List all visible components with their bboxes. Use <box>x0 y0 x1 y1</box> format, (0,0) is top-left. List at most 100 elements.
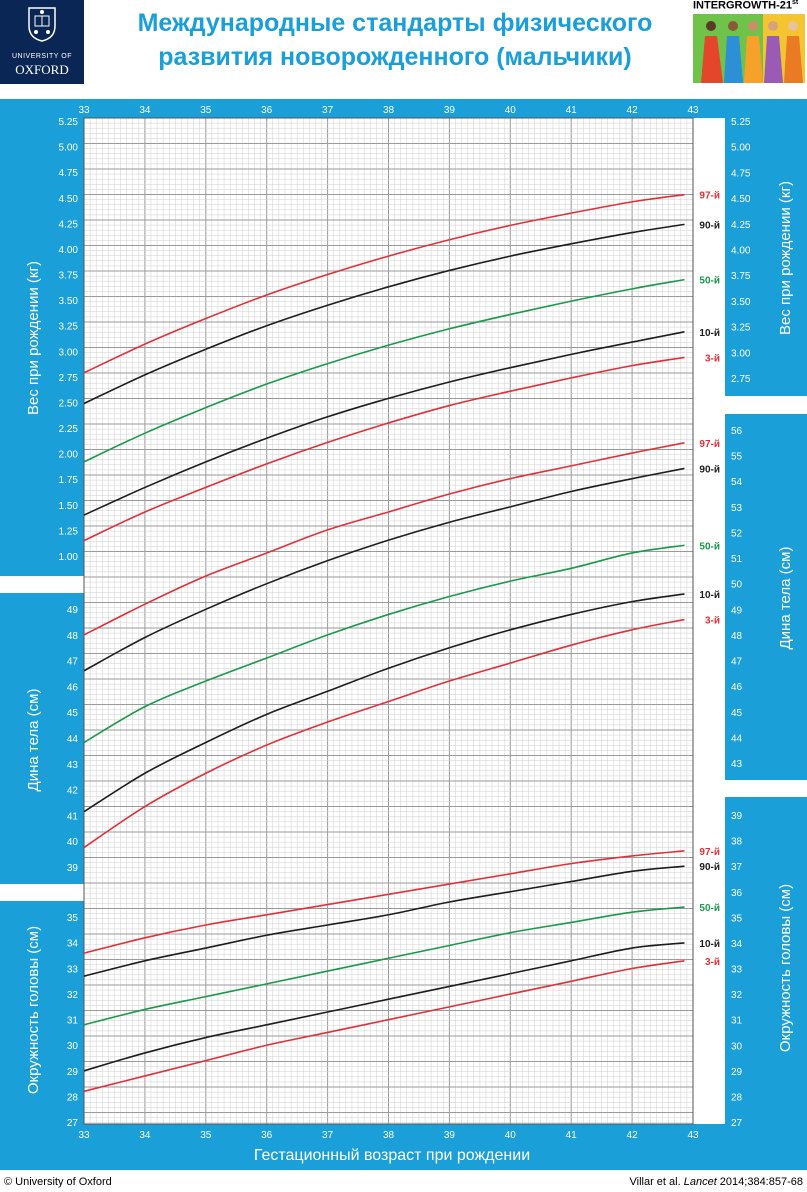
y-tick-label-left: 42 <box>67 786 79 797</box>
y-tick-label-right: 3.50 <box>731 297 751 308</box>
x-tick-label-bottom: 36 <box>261 1130 273 1141</box>
y-tick-label-right: 27 <box>731 1118 743 1129</box>
curve-weight-10-й <box>83 331 685 516</box>
y-tick-label-left: 40 <box>67 837 79 848</box>
plot-border <box>83 117 694 1125</box>
intergrowth-women-illustration <box>693 14 805 83</box>
y-tick-label-left: 34 <box>67 939 79 950</box>
curve-weight-50-й <box>83 278 685 463</box>
x-tick-label-top: 35 <box>200 105 212 116</box>
y-tick-label-left: 31 <box>67 1016 79 1027</box>
x-tick-label-bottom: 35 <box>200 1130 212 1141</box>
y-tick-label-left: 44 <box>67 734 79 745</box>
oxford-logo: UNIVERSITY OF OXFORD <box>0 0 84 84</box>
y-tick-label-right: 35 <box>731 913 743 924</box>
x-tick-label-top: 39 <box>444 105 456 116</box>
curve-length-50-й <box>83 544 685 744</box>
y-tick-label-right: 4.50 <box>731 194 751 205</box>
title-line-2: развития новорожденного (мальчики) <box>158 43 632 71</box>
panel-gap <box>0 884 84 901</box>
y-tick-label-right: 36 <box>731 888 743 899</box>
x-tick-label-bottom: 38 <box>383 1130 395 1141</box>
citation-journal: Lancet <box>683 1176 717 1188</box>
y-tick-label-right: 28 <box>731 1092 743 1103</box>
x-tick-label-top: 34 <box>139 105 151 116</box>
y-tick-label-left: 43 <box>67 760 79 771</box>
y-tick-label-right: 50 <box>731 580 743 591</box>
percentile-label: 97-й <box>699 847 720 858</box>
y-axis-label-right: Дина тела (см) <box>777 547 794 650</box>
y-tick-label-left: 47 <box>67 657 79 668</box>
percentile-label: 50-й <box>699 276 720 287</box>
intergrowth-name: INTERGROWTH-21 <box>693 0 792 12</box>
curve-head-97-й <box>83 850 685 954</box>
x-tick-label-top: 36 <box>261 105 273 116</box>
y-axis-label-right: Окружность головы (см) <box>777 884 794 1052</box>
y-tick-label-right: 3.00 <box>731 348 751 359</box>
y-axis-label-left: Окружность головы (см) <box>25 926 42 1094</box>
percentile-label: 90-й <box>699 464 720 475</box>
y-tick-label-right: 53 <box>731 503 743 514</box>
y-axis-label-left: Дина тела (см) <box>25 689 42 792</box>
x-tick-label-bottom: 42 <box>627 1130 639 1141</box>
y-tick-label-left: 4.50 <box>59 194 79 205</box>
x-tick-label-top: 33 <box>78 105 90 116</box>
panel-gap <box>0 576 84 593</box>
curve-length-10-й <box>83 593 685 813</box>
y-tick-label-right: 5.00 <box>731 143 751 154</box>
curve-head-90-й <box>83 865 685 977</box>
curve-label-area <box>693 118 725 1124</box>
y-tick-label-left: 33 <box>67 964 79 975</box>
curve-weight-97-й <box>83 193 685 374</box>
percentile-label: 97-й <box>699 439 720 450</box>
y-tick-label-right: 34 <box>731 939 743 950</box>
y-tick-label-left: 28 <box>67 1092 79 1103</box>
footer-citation: Villar et al. Lancet 2014;384:857-68 <box>630 1176 804 1188</box>
y-tick-label-right: 5.25 <box>731 117 751 128</box>
curve-length-3-й <box>83 618 685 849</box>
x-tick-label-bottom: 34 <box>139 1130 151 1141</box>
logo-university-text: UNIVERSITY OF <box>11 53 73 60</box>
x-tick-label-bottom: 33 <box>78 1130 90 1141</box>
curve-length-97-й <box>83 442 685 636</box>
logo-oxford-text: OXFORD <box>15 62 69 77</box>
y-axis-label-left: Вес при рождении (кг) <box>25 261 42 415</box>
percentile-label: 97-й <box>699 191 720 202</box>
oxford-crest-icon <box>28 7 56 42</box>
y-tick-label-right: 3.25 <box>731 323 751 334</box>
y-tick-label-left: 1.50 <box>59 501 79 512</box>
x-tick-label-bottom: 43 <box>687 1130 699 1141</box>
percentile-label: 3-й <box>705 353 720 364</box>
percentile-label: 50-й <box>699 903 720 914</box>
y-tick-label-left: 1.00 <box>59 552 79 563</box>
y-tick-label-left: 4.25 <box>59 219 79 230</box>
x-tick-label-bottom: 39 <box>444 1130 456 1141</box>
y-tick-label-left: 39 <box>67 863 79 874</box>
y-tick-label-left: 41 <box>67 811 79 822</box>
y-tick-label-right: 3.75 <box>731 271 751 282</box>
y-tick-label-right: 4.75 <box>731 168 751 179</box>
percentile-label: 90-й <box>699 862 720 873</box>
y-tick-label-left: 32 <box>67 990 79 1001</box>
curve-length-90-й <box>83 467 685 672</box>
y-tick-label-right: 56 <box>731 426 743 437</box>
curve-head-3-й <box>83 960 685 1093</box>
curve-weight-90-й <box>83 223 685 405</box>
percentile-label: 50-й <box>699 541 720 552</box>
footer-copyright: © University of Oxford <box>4 1176 112 1188</box>
y-tick-label-left: 4.75 <box>59 168 79 179</box>
y-tick-label-left: 5.00 <box>59 143 79 154</box>
y-tick-label-right: 46 <box>731 682 743 693</box>
y-tick-label-right: 45 <box>731 708 743 719</box>
y-tick-label-right: 2.75 <box>731 374 751 385</box>
x-tick-label-bottom: 41 <box>566 1130 578 1141</box>
y-tick-label-left: 48 <box>67 631 79 642</box>
x-tick-label-top: 43 <box>687 105 699 116</box>
y-tick-label-left: 2.00 <box>59 450 79 461</box>
y-tick-label-right: 47 <box>731 657 743 668</box>
x-tick-label-bottom: 37 <box>322 1130 334 1141</box>
curve-weight-3-й <box>83 356 685 542</box>
intergrowth-superscript: st <box>792 0 799 6</box>
y-tick-label-right: 29 <box>731 1067 743 1078</box>
